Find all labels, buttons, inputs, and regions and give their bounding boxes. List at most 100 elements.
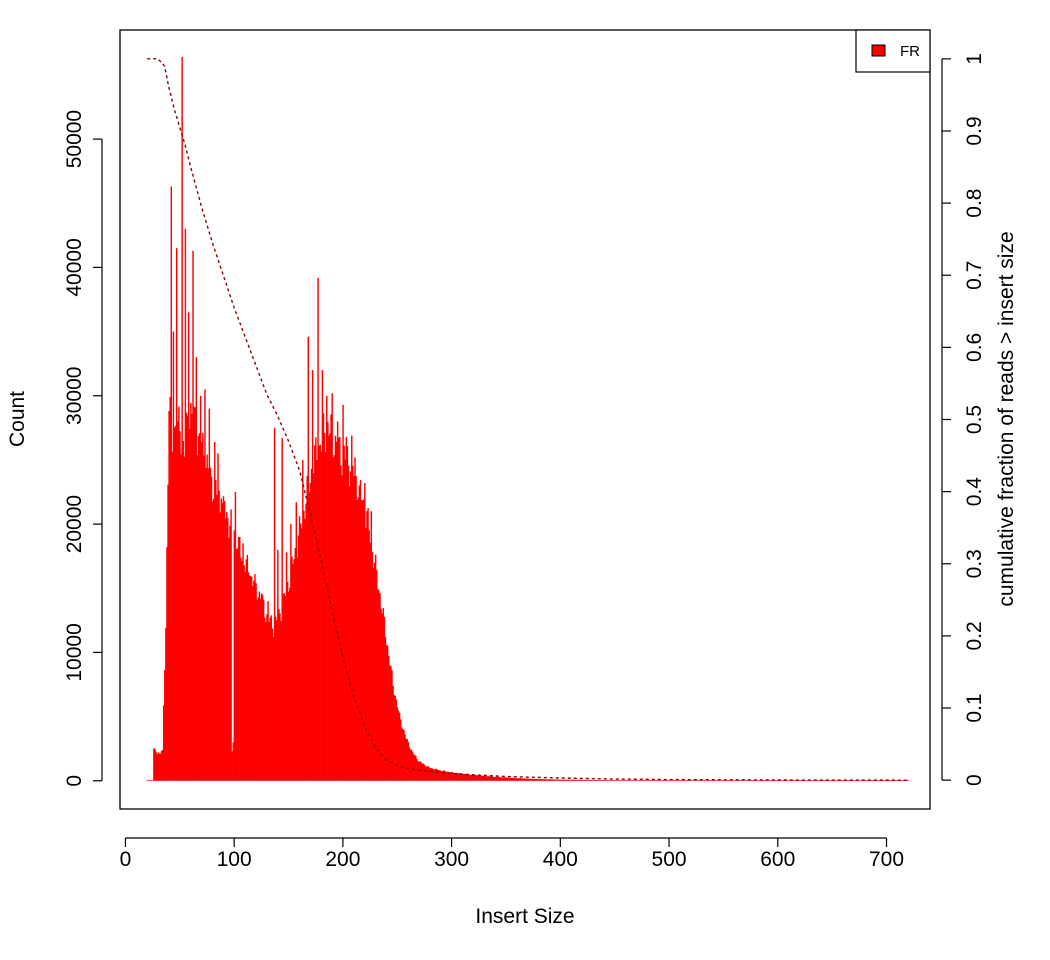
histogram-bar <box>745 780 748 781</box>
histogram-bar <box>403 729 405 781</box>
histogram-bar <box>399 719 402 781</box>
histogram-bar <box>184 228 187 781</box>
histogram-bar <box>707 780 710 781</box>
histogram-bar <box>539 779 541 781</box>
histogram-bar <box>511 777 514 781</box>
histogram-bar <box>344 459 346 781</box>
x-axis: 0 100 200 300 400 500 600 700 <box>120 837 904 871</box>
histogram-bar <box>673 780 676 781</box>
histogram-bar <box>529 778 531 781</box>
histogram-bar <box>847 780 850 781</box>
histogram-bar <box>619 780 622 781</box>
histogram-bar <box>638 780 640 781</box>
histogram-bar <box>525 778 527 781</box>
histogram-bar <box>212 498 215 781</box>
histogram-bar <box>592 779 594 781</box>
histogram-bar <box>334 435 337 781</box>
histogram-bar <box>311 370 314 781</box>
histogram-bar <box>495 776 498 781</box>
histogram-bar <box>252 586 254 781</box>
y-tick-label: 20000 <box>63 495 86 553</box>
histogram-bar <box>510 777 513 781</box>
histogram-bar <box>241 561 243 781</box>
histogram-bar <box>199 395 202 781</box>
histogram-bar <box>565 779 567 781</box>
histogram-bar <box>846 780 849 781</box>
histogram-bar <box>426 766 428 781</box>
histogram-bar <box>895 780 898 781</box>
histogram-bar <box>668 780 670 781</box>
histogram-bar <box>706 780 709 781</box>
histogram-bar <box>769 780 772 781</box>
histogram-bar <box>615 780 617 781</box>
histogram-bar <box>454 773 456 781</box>
histogram-bar <box>167 484 169 781</box>
histogram-bar <box>716 780 718 781</box>
histogram-bar <box>377 589 379 781</box>
histogram-bar <box>841 780 843 781</box>
histogram-bar <box>379 593 381 781</box>
histogram-bar <box>516 778 518 781</box>
histogram-bar <box>327 421 329 781</box>
histogram-bar <box>413 754 415 781</box>
histogram-bar <box>214 441 216 781</box>
histogram-bar <box>505 777 507 781</box>
histogram-bar <box>613 780 615 781</box>
y2-tick-label: 0.4 <box>963 477 986 507</box>
histogram-bar <box>223 500 226 781</box>
histogram-bar <box>386 645 389 781</box>
histogram-bar <box>653 780 655 781</box>
histogram-bar <box>324 452 327 781</box>
histogram-bar <box>197 436 200 781</box>
histogram-bar <box>678 780 680 781</box>
histogram-bar <box>466 774 468 781</box>
histogram-bar <box>644 780 647 781</box>
histogram-bar <box>283 593 286 781</box>
histogram-bar <box>647 780 650 781</box>
histogram-bar <box>608 780 611 781</box>
histogram-bar <box>309 483 312 781</box>
histogram-bar <box>262 599 265 781</box>
y2-tick-label: 1 <box>963 53 986 65</box>
histogram-bar <box>473 775 476 781</box>
histogram-bar <box>371 552 374 781</box>
histogram-bar <box>576 779 578 781</box>
histogram-bar <box>561 779 564 781</box>
histogram-bar <box>635 780 638 781</box>
histogram-bar <box>634 780 637 781</box>
histogram-bar <box>606 780 608 781</box>
histogram-bar <box>781 780 784 781</box>
histogram-bar <box>393 695 395 781</box>
histogram-bar <box>517 778 519 781</box>
histogram-bar <box>654 780 656 781</box>
histogram-bar <box>161 749 164 781</box>
y-tick-label: 10000 <box>63 623 86 681</box>
histogram-bar <box>842 780 844 781</box>
histogram-bar <box>485 776 488 781</box>
histogram-bar <box>268 622 270 781</box>
histogram-bar <box>538 779 540 781</box>
histogram-bar <box>530 778 532 781</box>
histogram-bar <box>152 780 154 781</box>
histogram-bar <box>568 779 570 781</box>
y2-tick-label: 0 <box>963 774 986 786</box>
histogram-bar <box>721 780 724 781</box>
histogram-bar <box>776 780 778 781</box>
histogram-bar <box>610 780 613 781</box>
histogram-bar <box>504 777 506 781</box>
histogram-bar <box>177 421 179 781</box>
histogram-bar <box>242 543 244 781</box>
histogram-bar <box>302 459 304 781</box>
histogram-bar <box>546 779 549 781</box>
histogram-bar <box>397 710 400 781</box>
histogram-bar <box>158 753 161 781</box>
x-tick-label: 500 <box>652 848 687 871</box>
histogram-bar <box>604 780 606 781</box>
histogram-bar <box>480 775 482 781</box>
histogram-bar <box>254 574 256 781</box>
histogram-bar <box>443 770 445 781</box>
histogram-bar <box>542 779 544 781</box>
histogram-bar <box>627 780 629 781</box>
histogram-bar <box>347 465 350 781</box>
histogram-bar <box>369 542 371 781</box>
